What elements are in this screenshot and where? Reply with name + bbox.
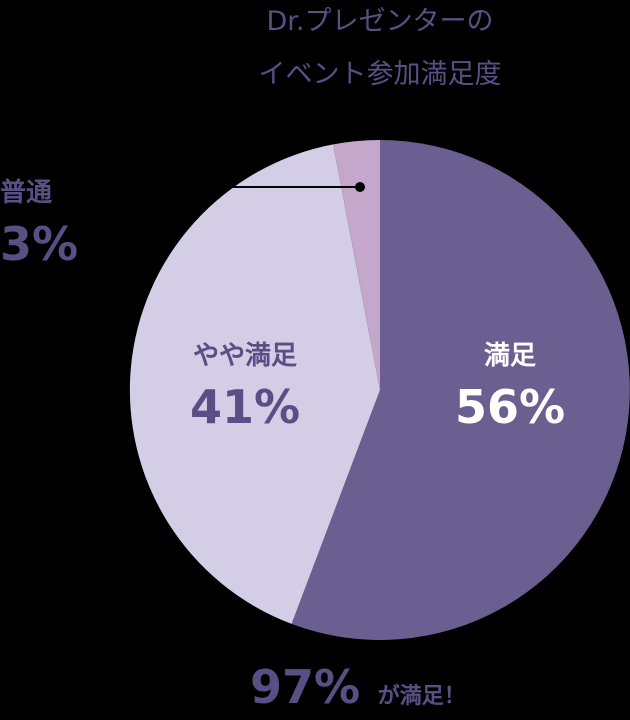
leader-dot: [355, 182, 365, 192]
slice-satisfied: [291, 140, 630, 640]
label-neutral: 普通 3%: [0, 172, 78, 271]
label-somewhat: やや満足 41%: [175, 335, 315, 434]
label-satisfied-pct: 56%: [454, 380, 566, 434]
slice-somewhat: [129, 144, 380, 624]
summary-text: が満足！: [377, 684, 466, 709]
label-neutral-name: 普通: [0, 178, 53, 208]
label-somewhat-name: やや満足: [192, 341, 297, 371]
slice-neutral: [333, 139, 380, 390]
label-somewhat-pct: 41%: [189, 380, 301, 434]
chart-title-line1: Dr.プレゼンターの: [266, 6, 494, 37]
label-satisfied: 満足 56%: [440, 335, 580, 434]
summary-pct: 97%: [250, 660, 361, 714]
label-neutral-pct: 3%: [0, 217, 79, 271]
chart-title-line2: イベント参加満足度: [258, 59, 502, 90]
summary: 97% が満足！: [250, 660, 466, 714]
label-satisfied-name: 満足: [483, 341, 536, 371]
